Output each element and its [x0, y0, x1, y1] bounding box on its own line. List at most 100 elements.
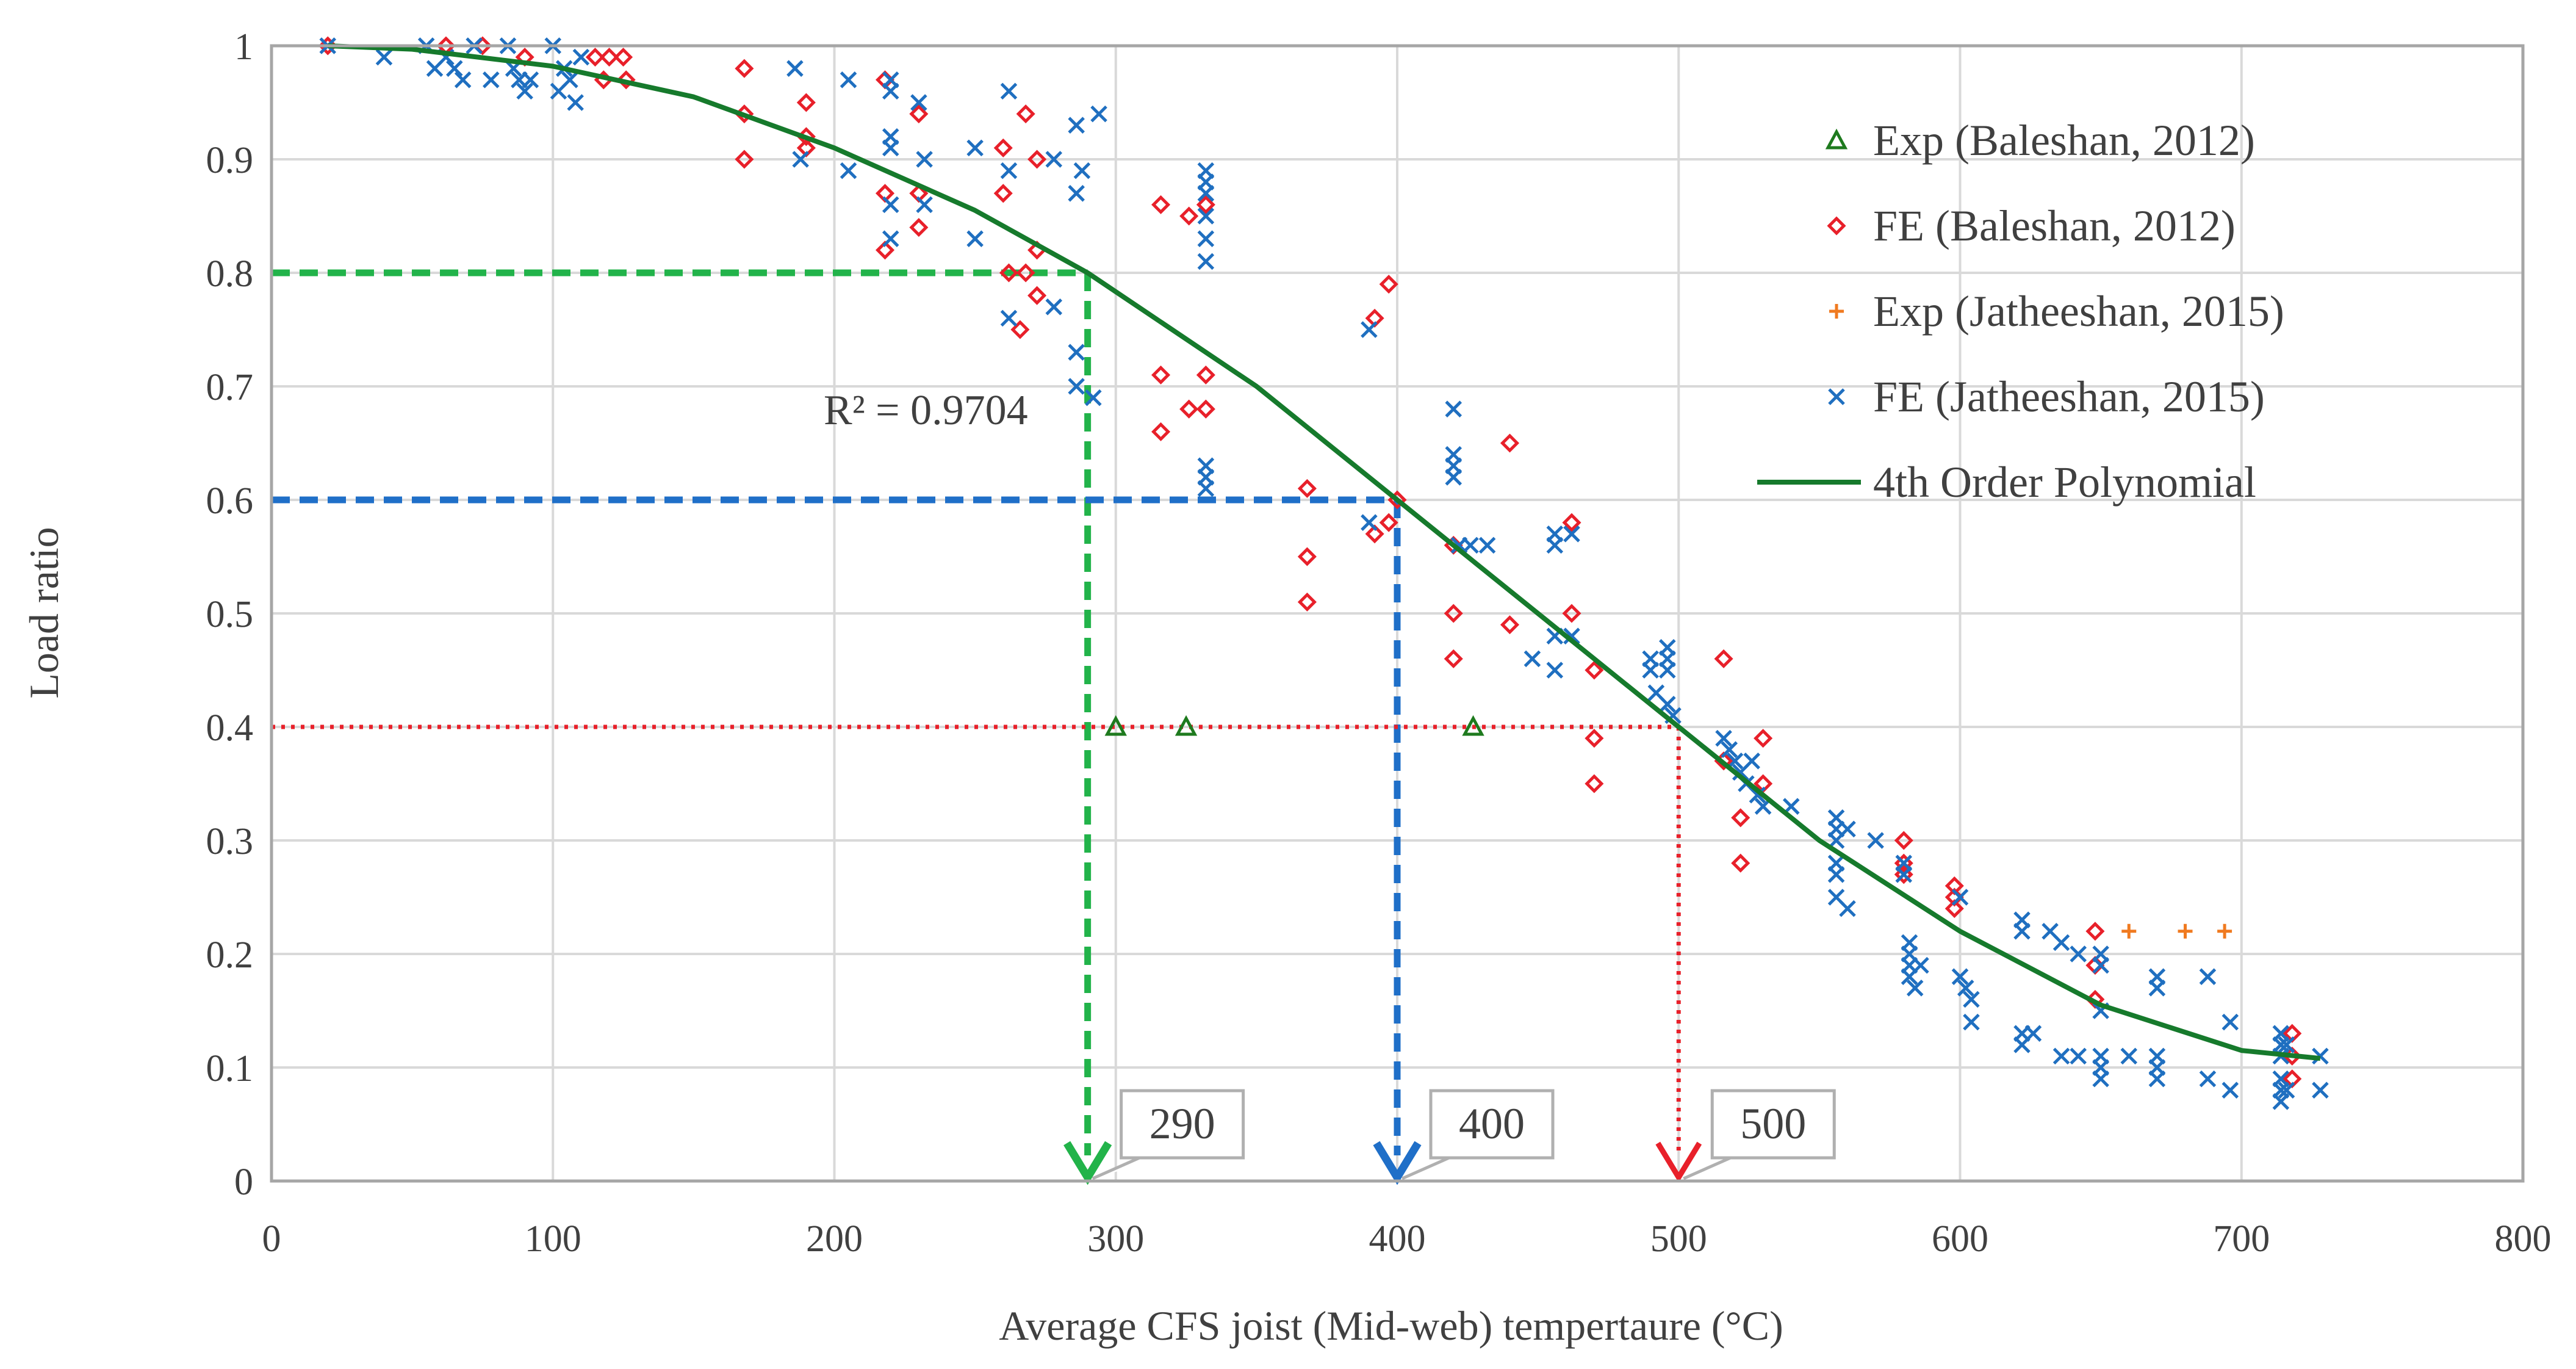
diamond-point [1894, 831, 1913, 850]
cross-point [916, 196, 933, 214]
cross-point [446, 60, 463, 77]
cross-point [1563, 526, 1580, 543]
legend-entry: Exp (Baleshan, 2012) [1825, 116, 2255, 165]
diamond-point [735, 59, 754, 78]
cross-point [2148, 980, 2166, 997]
legend-entry: 4th Order Polynomial [1757, 458, 2256, 507]
cross-point [1659, 662, 1676, 679]
diamond-point [1562, 604, 1581, 623]
x-tick-label: 700 [2213, 1218, 2270, 1260]
legend-marker [1828, 388, 1845, 405]
cross-point [2120, 1047, 2138, 1065]
diamond-point [1714, 649, 1733, 668]
diamond-point [1945, 899, 1964, 919]
cross-point [1642, 662, 1659, 679]
diamond-point [2085, 922, 2105, 941]
cross-point [882, 82, 899, 100]
legend-label: FE (Jatheeshan, 2015) [1873, 372, 2265, 421]
cross-point [916, 151, 933, 168]
cross-point [1867, 832, 1884, 849]
legend-label: Exp (Baleshan, 2012) [1873, 116, 2255, 165]
cross-point [1839, 820, 1856, 838]
cross-point [1073, 162, 1091, 179]
series-diamond [318, 36, 2302, 1089]
cross-point [882, 230, 899, 247]
cross-point [1963, 1013, 1980, 1031]
diamond-point [909, 104, 929, 124]
cross-point [1895, 866, 1913, 883]
diamond-point [1016, 263, 1035, 283]
cross-point [1721, 741, 1738, 758]
guide-arrowhead-red [1655, 1141, 1702, 1183]
diamond-point [1196, 365, 1215, 385]
cross-point [1659, 696, 1676, 713]
cross-point [1090, 105, 1107, 123]
diamond-point [1754, 729, 1773, 748]
diamond-point [1151, 422, 1171, 441]
legend-entry: FE (Jatheeshan, 2015) [1828, 372, 2265, 421]
diamond-point [1500, 433, 1520, 453]
series-triangle [1104, 715, 1484, 736]
polynomial-curve [328, 43, 2321, 1061]
x-axis-title: Average CFS joist (Mid-web) tempertaure … [999, 1302, 1783, 1349]
cross-point [1445, 400, 1462, 417]
cross-point [1045, 298, 1063, 316]
cross-point [2272, 1093, 2290, 1110]
cross-point [2053, 934, 2070, 952]
x-tick-label: 800 [2495, 1218, 2552, 1260]
legend-entry: Exp (Jatheeshan, 2015) [1829, 287, 2284, 336]
diamond-point [1297, 479, 1317, 498]
diamond-point [1179, 399, 1199, 419]
diamond-point [599, 48, 619, 67]
cross-point [1197, 185, 1215, 202]
cross-point [2070, 1047, 2087, 1065]
diamond-point [1731, 808, 1750, 828]
cross-point [2053, 1047, 2070, 1065]
diamond-point [1010, 320, 1030, 339]
series-cross [319, 37, 2329, 1110]
polynomial-line [328, 43, 2321, 1061]
legend-entry: FE (Baleshan, 2012) [1827, 201, 2236, 250]
legend: Exp (Baleshan, 2012) FE (Baleshan, 2012) E… [1757, 116, 2284, 507]
diamond-point [1365, 524, 1384, 544]
cross-point [1963, 991, 1980, 1008]
x-tick-label: 100 [525, 1218, 581, 1260]
diamond-point [585, 48, 605, 67]
y-tick-label: 0.4 [206, 707, 254, 749]
diamond-point [1151, 365, 1171, 385]
cross-point [1951, 968, 1969, 985]
cross-point [1563, 627, 1580, 645]
cross-point [2024, 1025, 2042, 1042]
diamond-point [1562, 513, 1581, 532]
cross-point [1524, 650, 1541, 668]
cross-point [1749, 786, 1766, 804]
cross-point [1839, 900, 1856, 917]
cross-point [483, 71, 500, 88]
y-tick-label: 0.9 [206, 140, 254, 181]
axes: 0 100 200 300 400 500 600 700 800 0 0.1 0.2 0.3 0.4 0.… [206, 26, 2552, 1260]
diamond-point [993, 138, 1013, 157]
cross-point [1000, 162, 1018, 179]
diamond-point [1500, 615, 1520, 635]
diamond-point [616, 70, 636, 90]
diamond-point [1297, 547, 1317, 566]
cross-point [1912, 956, 1929, 974]
cross-point [1197, 253, 1215, 270]
diamond-point [796, 93, 816, 112]
diamond-point [1196, 195, 1215, 214]
cross-point [516, 82, 533, 100]
diamond-point [1179, 206, 1199, 226]
cross-point [1045, 151, 1063, 168]
y-tick-label: 0.6 [206, 480, 254, 522]
cross-point [840, 162, 857, 179]
callout-label: 400 [1459, 1099, 1525, 1148]
callout-box [1120, 1089, 1245, 1160]
diamond-point [1585, 729, 1604, 748]
legend-marker [1829, 304, 1844, 319]
callout-label: 500 [1740, 1099, 1806, 1148]
diamond-point [1151, 195, 1171, 214]
cross-point [2222, 1082, 2239, 1099]
cross-point [1068, 344, 1085, 361]
diamond-point [614, 48, 633, 67]
cross-point [1478, 536, 1496, 554]
